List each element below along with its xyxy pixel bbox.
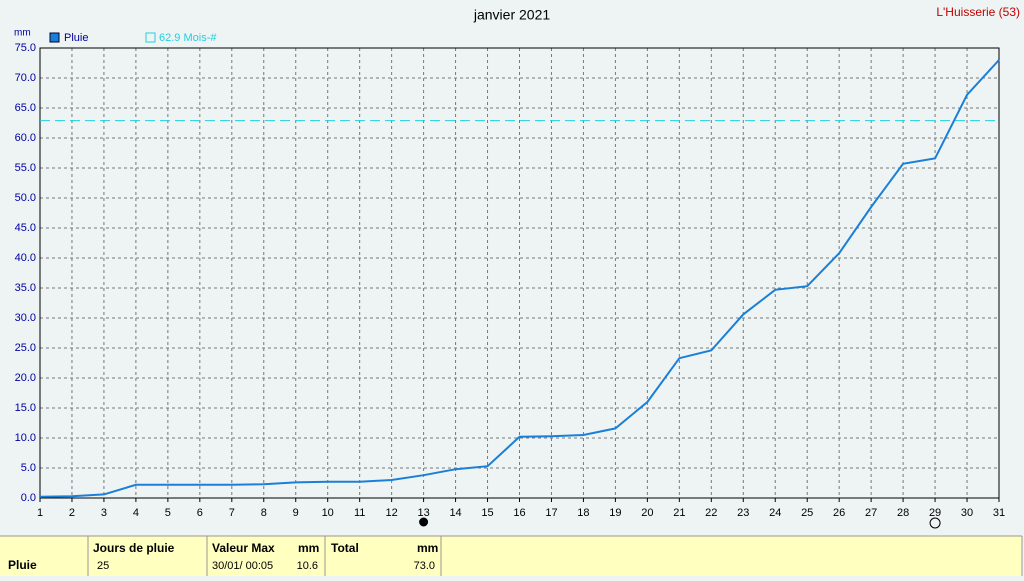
x-tick-label: 31: [993, 507, 1005, 519]
y-unit: mm: [14, 28, 31, 39]
y-tick-label: 55.0: [15, 162, 36, 174]
x-tick-label: 11: [354, 507, 365, 519]
chart-title: janvier 2021: [473, 7, 550, 23]
x-tick-label: 21: [673, 507, 685, 519]
x-tick-label: 14: [449, 507, 461, 519]
x-tick-label: 8: [261, 507, 267, 519]
line: [39, 59, 1000, 498]
x-tick-label: 23: [737, 507, 749, 519]
cell: 10.6: [297, 560, 318, 572]
legend-label: Pluie: [64, 32, 88, 44]
legend-swatch: [49, 32, 60, 43]
x-tick-label: 17: [545, 507, 557, 519]
header: Valeur Max: [212, 541, 275, 555]
x-tick-label: 1: [37, 507, 43, 519]
location: L'Huisserie (53): [936, 5, 1020, 19]
y-tick-label: 25.0: [15, 342, 36, 354]
y-tick-label: 50.0: [15, 192, 36, 204]
y-tick-label: 20.0: [15, 372, 36, 384]
y-tick-label: 30.0: [15, 312, 36, 324]
y-tick-label: 70.0: [15, 72, 36, 84]
y-tick-label: 5.0: [21, 462, 36, 474]
x-tick-label: 19: [609, 507, 621, 519]
y-tick-label: 65.0: [15, 102, 36, 114]
y-tick-label: 10.0: [15, 432, 36, 444]
x-tick-label: 30: [961, 507, 973, 519]
x-tick-label: 7: [229, 507, 235, 519]
x-tick-label: 15: [481, 507, 493, 519]
row-label: Pluie: [8, 558, 37, 572]
x-tick-label: 4: [133, 507, 139, 519]
y-tick-label: 0.0: [21, 492, 36, 504]
moon-phase: [929, 517, 941, 529]
x-tick-label: 9: [293, 507, 299, 519]
legend-label: 62.9 Mois-#: [159, 32, 217, 44]
header: mm: [417, 541, 438, 555]
header: mm: [298, 541, 319, 555]
x-tick-label: 2: [69, 507, 75, 519]
x-tick-label: 29: [929, 507, 941, 519]
x-tick-label: 28: [897, 507, 909, 519]
x-tick-label: 27: [865, 507, 877, 519]
x-tick-label: 18: [577, 507, 589, 519]
cell: 73.0: [414, 560, 435, 572]
moon-phase: [419, 517, 429, 527]
x-tick-label: 26: [833, 507, 845, 519]
table-bg: [0, 536, 1022, 576]
y-tick-label: 35.0: [15, 282, 36, 294]
x-tick-label: 16: [513, 507, 525, 519]
y-tick-label: 45.0: [15, 222, 36, 234]
x-tick-label: 12: [386, 507, 398, 519]
x-tick-label: 5: [165, 507, 171, 519]
y-tick-label: 15.0: [15, 402, 36, 414]
cell: 25: [97, 560, 109, 572]
y-tick-label: 75.0: [15, 42, 36, 54]
cell: 30/01/ 00:05: [212, 560, 273, 572]
y-tick-label: 40.0: [15, 252, 36, 264]
x-tick-label: 24: [769, 507, 781, 519]
x-tick-label: 20: [641, 507, 653, 519]
header: Jours de pluie: [93, 541, 175, 555]
legend-swatch: [145, 32, 156, 43]
y-tick-label: 60.0: [15, 132, 36, 144]
header: Total: [331, 541, 359, 555]
x-tick-label: 25: [801, 507, 813, 519]
x-tick-label: 10: [322, 507, 334, 519]
plot-frame: [39, 47, 1000, 499]
table: Pluie Jours de pluie Valeur Max mm Total…: [0, 535, 1023, 576]
x-tick-label: 13: [417, 507, 429, 519]
x-tick-label: 6: [197, 507, 203, 519]
x-tick-label: 3: [101, 507, 107, 519]
x-tick-label: 22: [705, 507, 717, 519]
